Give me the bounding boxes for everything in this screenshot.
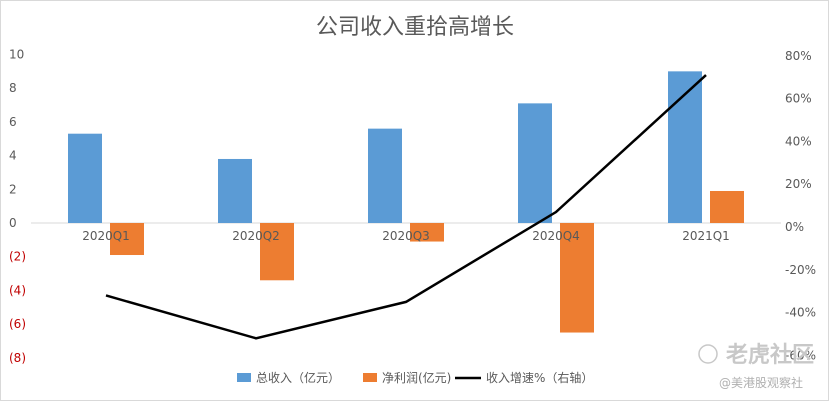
legend-net-profit-label: 净利润(亿元) bbox=[382, 370, 451, 385]
right-tick-label: -20% bbox=[785, 263, 816, 277]
legend-growth-label: 收入增速%（右轴） bbox=[486, 370, 593, 385]
revenue-bar bbox=[368, 129, 402, 223]
net-profit-bar bbox=[710, 191, 744, 223]
left-tick-label: 6 bbox=[9, 115, 17, 129]
left-tick-label: 4 bbox=[9, 149, 17, 163]
revenue-bar bbox=[68, 134, 102, 223]
category-label: 2020Q2 bbox=[232, 229, 280, 243]
right-tick-label: 60% bbox=[785, 92, 812, 106]
right-tick-label: -40% bbox=[785, 306, 816, 320]
category-label: 2020Q3 bbox=[382, 229, 430, 243]
right-tick-label: 0% bbox=[785, 220, 804, 234]
left-tick-label: 2 bbox=[9, 182, 17, 196]
legend-revenue-label: 总收入（亿元） bbox=[256, 370, 340, 385]
revenue-bar bbox=[518, 103, 552, 223]
category-labels: 2020Q1 2020Q2 2020Q3 2020Q4 2021Q1 bbox=[82, 229, 730, 243]
left-tick-label: (4) bbox=[9, 283, 26, 297]
legend: 总收入（亿元） 净利润(亿元) 收入增速%（右轴） bbox=[237, 370, 593, 385]
watermark: 老虎社区 @美港股观察社 bbox=[699, 342, 814, 390]
right-tick-label: 20% bbox=[785, 177, 812, 191]
right-axis: 80%60%40%20%0%-20%-40%-60% bbox=[785, 49, 816, 363]
growth-line-path bbox=[106, 75, 706, 338]
left-tick-label: (6) bbox=[9, 317, 26, 331]
category-label: 2020Q1 bbox=[82, 229, 130, 243]
category-label: 2020Q4 bbox=[532, 229, 580, 243]
right-tick-label: 40% bbox=[785, 134, 812, 148]
chart-title: 公司收入重拾高增长 bbox=[316, 15, 514, 40]
growth-line bbox=[106, 75, 706, 338]
watermark-brand: 老虎社区 bbox=[725, 342, 814, 368]
bars bbox=[68, 71, 744, 332]
left-tick-label: 8 bbox=[9, 81, 17, 95]
left-tick-label: 0 bbox=[9, 216, 17, 230]
category-label: 2021Q1 bbox=[682, 229, 730, 243]
left-tick-label: (2) bbox=[9, 250, 26, 264]
left-tick-label: 10 bbox=[9, 48, 24, 62]
legend-revenue-swatch bbox=[237, 373, 251, 382]
left-tick-label: (8) bbox=[9, 351, 26, 365]
legend-net-profit-swatch bbox=[363, 373, 377, 382]
watermark-account: @美港股观察社 bbox=[719, 375, 803, 390]
tiger-logo-icon bbox=[699, 345, 717, 363]
left-axis: 10 8 6 4 2 0 (2) (4) (6) (8) bbox=[9, 48, 26, 365]
revenue-bar bbox=[218, 159, 252, 223]
right-tick-label: 80% bbox=[785, 49, 812, 63]
